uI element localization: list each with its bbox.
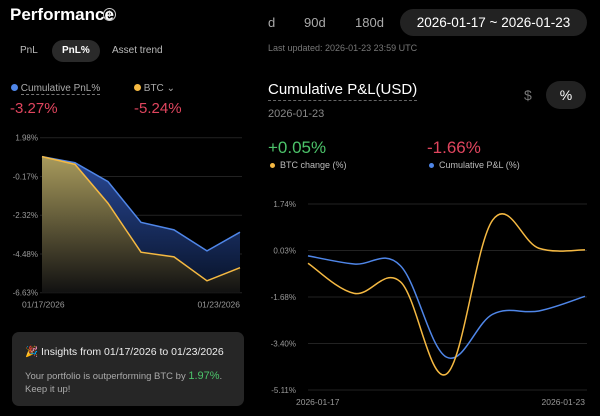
selected-date: 2026-01-23 xyxy=(268,108,325,120)
btc-line xyxy=(307,213,586,376)
insight-text-end: . xyxy=(219,371,223,382)
y-tick-label: 0.03% xyxy=(273,247,296,256)
y-tick-label: 1.98% xyxy=(15,134,38,143)
page-title: Performance xyxy=(10,5,114,24)
insight-title: Insights from 01/17/2026 to 01/23/2026 xyxy=(41,346,224,358)
insight-text: Your portfolio is outperforming BTC by 1… xyxy=(25,370,240,396)
custom-range-button[interactable]: 2026-01-17 ~ 2026-01-23 xyxy=(400,9,587,36)
y-tick-label: -4.48% xyxy=(13,250,38,259)
info-icon[interactable]: i xyxy=(103,8,116,21)
party-popper-icon: 🎉 xyxy=(25,346,39,358)
right-chart-title[interactable]: Cumulative P&L(USD) xyxy=(268,81,418,101)
legend-btc-dropdown[interactable]: BTC ⌄ xyxy=(134,83,175,94)
legend-btc-label: BTC xyxy=(143,83,164,94)
range-90d[interactable]: 90d xyxy=(304,15,326,30)
cumulative-value: -3.27% xyxy=(10,100,58,117)
x-tick-label: 2026-01-17 xyxy=(296,397,340,407)
x-tick-label: 01/17/2026 xyxy=(22,300,65,310)
insight-value: 1.97% xyxy=(188,370,220,382)
tab-pnl-percent[interactable]: PnL% xyxy=(52,40,100,62)
btc-change-legend: BTC change (%) xyxy=(270,160,347,170)
insight-text-main: Your portfolio is outperforming BTC by xyxy=(25,371,189,382)
btc-area xyxy=(42,156,240,293)
range-partial[interactable]: d xyxy=(268,15,276,30)
chevron-down-icon: ⌄ xyxy=(166,83,175,94)
x-tick-label: 01/23/2026 xyxy=(197,300,240,310)
blue-dot-icon xyxy=(11,84,18,91)
btc-change-value: +0.05% xyxy=(268,138,327,157)
usd-toggle[interactable]: $ xyxy=(524,87,532,103)
cumulative-pnl-label: Cumulative P&L (%) xyxy=(439,160,520,170)
cumulative-pnl-value: -1.66% xyxy=(427,138,481,157)
yellow-dot-icon xyxy=(270,163,275,168)
cumulative-line xyxy=(307,255,586,360)
x-tick-label: 2026-01-23 xyxy=(542,397,586,407)
percent-toggle[interactable]: % xyxy=(546,81,586,109)
y-tick-label: 1.74% xyxy=(273,200,296,209)
y-tick-label: -6.63% xyxy=(13,289,38,298)
insight-text2: Keep it up! xyxy=(25,384,71,395)
legend-cumulative[interactable]: Cumulative PnL% xyxy=(11,83,101,95)
btc-change-label: BTC change (%) xyxy=(280,160,347,170)
btc-value: -5.24% xyxy=(134,100,182,117)
legend-cumulative-label: Cumulative PnL% xyxy=(20,83,101,95)
last-updated: Last updated: 2026-01-23 23:59 UTC xyxy=(268,43,418,53)
left-pnl-chart: 1.98% -0.17% -2.32% -4.48% -6.63% 01/17/2026 0… xyxy=(13,134,242,310)
tab-asset-trend[interactable]: Asset trend xyxy=(112,45,163,56)
y-tick-label: -3.40% xyxy=(271,340,296,349)
insight-header: 🎉 Insights from 01/17/2026 to 01/23/2026 xyxy=(25,345,224,358)
y-tick-label: -5.11% xyxy=(271,386,296,395)
y-tick-label: -1.68% xyxy=(271,293,296,302)
cumulative-line xyxy=(41,155,241,252)
yellow-dot-icon xyxy=(134,84,141,91)
blue-dot-icon xyxy=(429,163,434,168)
cumulative-pnl-legend: Cumulative P&L (%) xyxy=(429,160,520,170)
right-pnl-chart: 1.74% 0.03% -1.68% -3.40% -5.11%2026-01-17 20… xyxy=(271,200,587,407)
insights-card: 🎉 Insights from 01/17/2026 to 01/23/2026… xyxy=(12,332,244,406)
btc-line xyxy=(41,155,241,282)
y-tick-label: -2.32% xyxy=(13,211,38,220)
cumulative-area xyxy=(42,156,240,281)
range-180d[interactable]: 180d xyxy=(355,15,384,30)
y-tick-label: -0.17% xyxy=(13,172,38,181)
tab-pnl[interactable]: PnL xyxy=(20,45,38,56)
